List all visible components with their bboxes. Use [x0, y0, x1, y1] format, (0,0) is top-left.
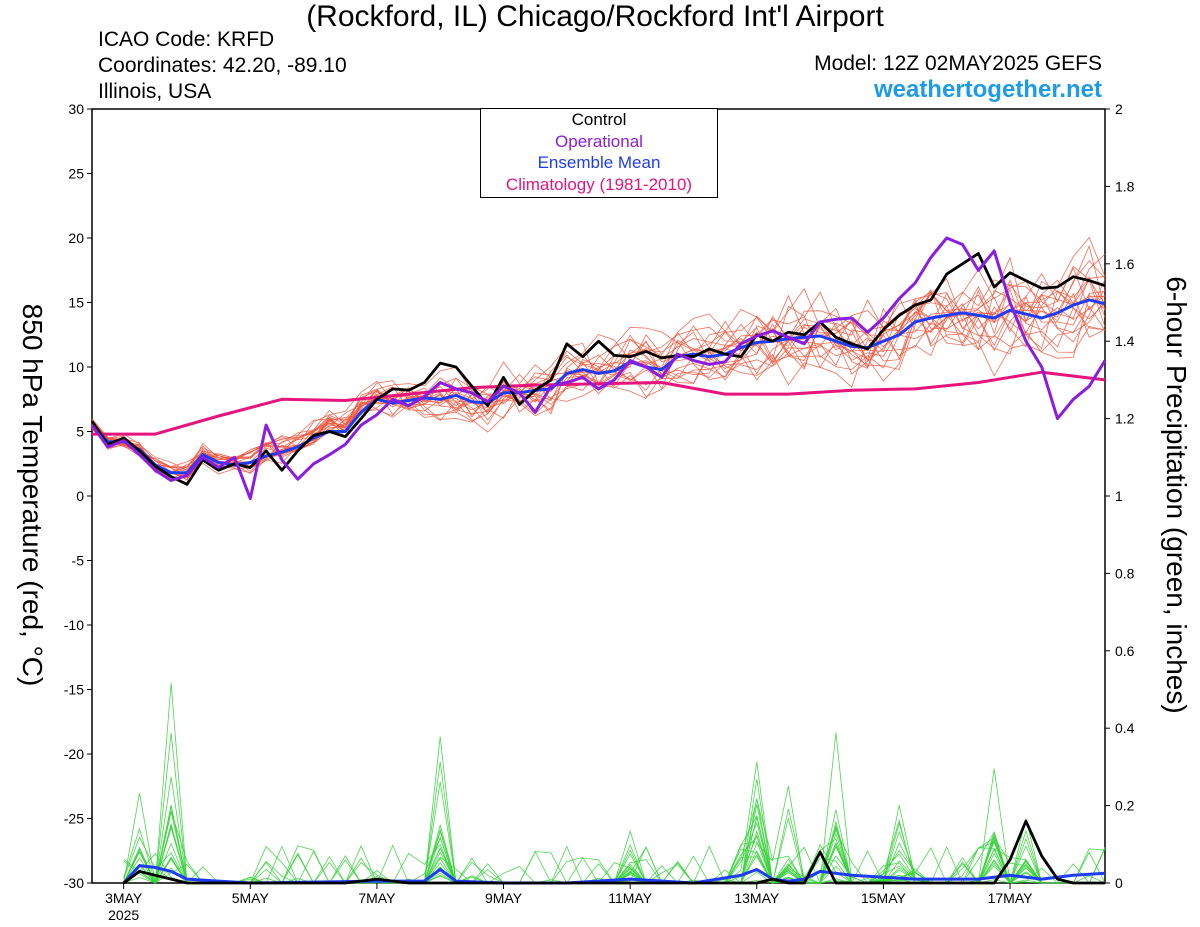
coordinates: Coordinates: 42.20, -89.10 — [98, 54, 347, 77]
legend-item-control: Control — [571, 110, 627, 129]
x-tick-label: 5MAY — [232, 890, 270, 906]
y-axis-left-label: 850 hPa Temperature (red, °C) — [17, 303, 48, 687]
x-tick-label: 15MAY — [861, 890, 907, 906]
legend-item-operational: Operational — [555, 131, 643, 151]
operational-temperature-line — [90, 236, 1107, 501]
x-tick-label: 13MAY — [734, 890, 780, 906]
ensemble-member-temperature-line — [91, 288, 1106, 476]
climatology-temperature-line — [92, 370, 1106, 436]
y-axis-right-label: 6-hour Precipitation (green, inches) — [1161, 276, 1192, 714]
y-left-tick-label: 30 — [68, 101, 84, 117]
y-left-tick-label: 5 — [76, 424, 84, 440]
climatology-series — [92, 370, 1106, 436]
y-left-tick-label: -25 — [64, 811, 84, 827]
legend-item-climatology: Climatology (1981-2010) — [505, 174, 693, 194]
x-tick-label: 11MAY — [608, 890, 652, 906]
icao-code: ICAO Code: KRFD — [98, 28, 275, 51]
y-left-tick-label: -10 — [64, 617, 84, 633]
y-left-tick-label: -5 — [72, 553, 85, 569]
ensemble-member-temperature-line — [91, 278, 1106, 473]
x-tick-year-label: 2025 — [108, 907, 139, 923]
y-left-tick-label: 25 — [68, 166, 84, 182]
y-left-tick-label: -20 — [64, 746, 84, 762]
y-right-tick-label: 1.4 — [1115, 333, 1135, 349]
site-link[interactable]: weathertogether.net — [873, 76, 1102, 103]
ensemble-member-temperature-line — [91, 253, 1106, 469]
operational-series — [90, 236, 1107, 501]
ensemble-member-temperature-line — [91, 289, 1106, 469]
control-precipitation-line — [122, 819, 1105, 885]
model-run: Model: 12Z 02MAY2025 GEFS — [814, 52, 1102, 75]
y-left-tick-label: 15 — [68, 295, 84, 311]
y-right-tick-label: 0.4 — [1115, 720, 1135, 736]
y-right-tick-label: 2 — [1115, 101, 1123, 117]
y-right-tick-label: 1.2 — [1115, 411, 1135, 427]
y-left-tick-label: -30 — [64, 875, 84, 891]
y-right-tick-label: 0.2 — [1115, 798, 1135, 814]
ensemble-mean-precipitation-line — [122, 864, 1106, 885]
y-left-tick-label: -15 — [64, 682, 84, 698]
x-tick-label: 17MAY — [988, 890, 1034, 906]
y-left-tick-label: 20 — [68, 230, 84, 246]
chart-title: (Rockford, IL) Chicago/Rockford Int'l Ai… — [306, 0, 884, 33]
y-right-tick-label: 0.6 — [1115, 643, 1135, 659]
x-tick-label: 3MAY — [105, 890, 143, 906]
y-right-tick-label: 0.8 — [1115, 565, 1135, 581]
y-left-tick-label: 0 — [76, 488, 84, 504]
legend-item-ensemble-mean: Ensemble Mean — [537, 153, 661, 172]
x-tick-label: 7MAY — [358, 890, 396, 906]
region: Illinois, USA — [98, 80, 212, 103]
x-tick-label: 9MAY — [485, 890, 523, 906]
legend: Control Operational Ensemble Mean Climat… — [480, 108, 718, 198]
y-right-tick-label: 1.6 — [1115, 256, 1135, 272]
y-right-tick-label: 1 — [1115, 488, 1123, 504]
y-left-tick-label: 10 — [68, 359, 84, 375]
plot-area — [91, 108, 1106, 884]
y-right-tick-label: 1.8 — [1115, 178, 1135, 194]
ensemble-member-temperature-line — [91, 267, 1106, 479]
axes: -30-25-20-15-10-505101520253000.20.40.60… — [64, 101, 1135, 923]
y-right-tick-label: 0 — [1115, 875, 1123, 891]
